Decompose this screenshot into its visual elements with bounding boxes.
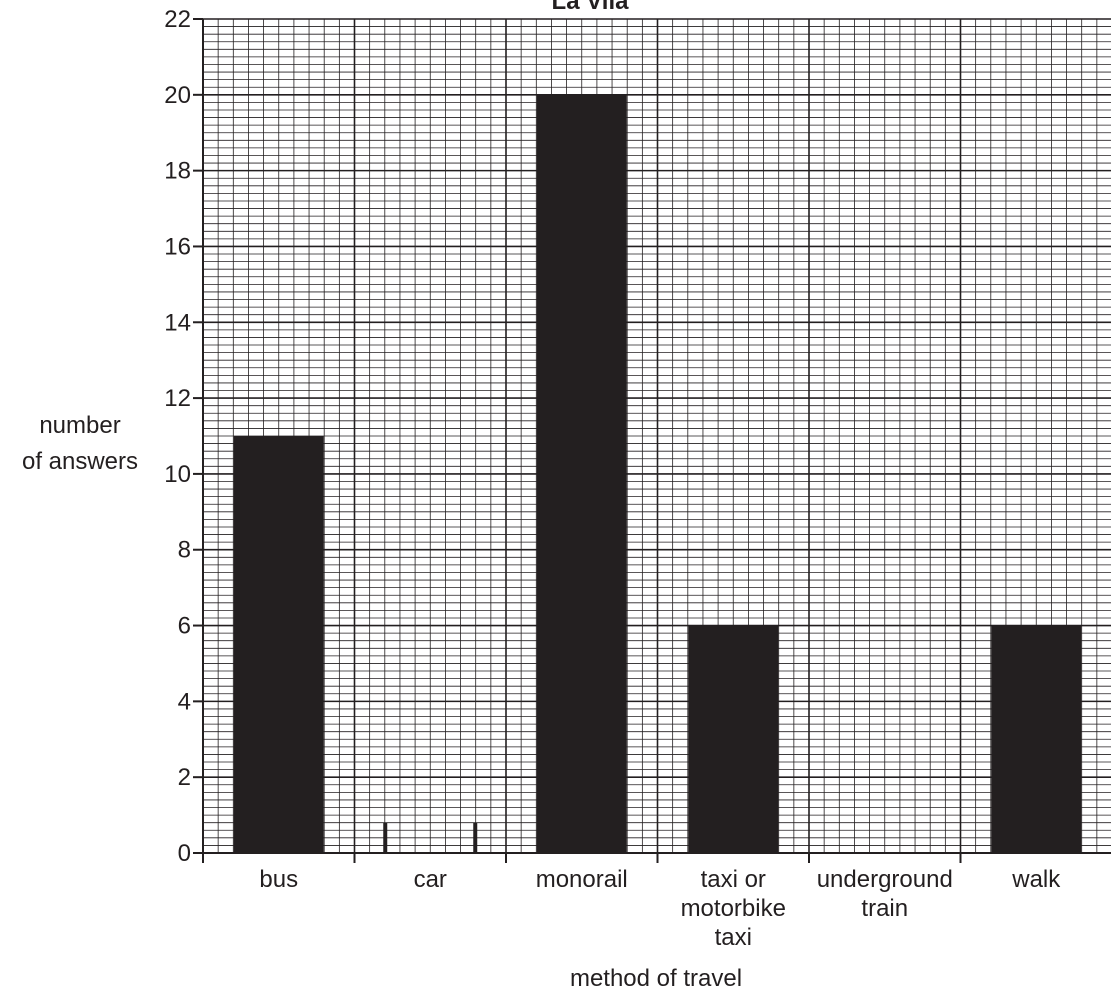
y-tick-labels: 0 2 4 6 8 10 12 14 16 18 20 22 — [164, 6, 191, 867]
y-tick-label: 14 — [164, 309, 191, 336]
y-tick-label: 6 — [178, 613, 191, 640]
y-tick-label: 20 — [164, 82, 191, 109]
x-tick-label: motorbike — [681, 895, 786, 922]
chart-grid — [202, 18, 1111, 854]
x-tick-label: taxi or — [701, 866, 766, 893]
y-tick-label: 4 — [178, 688, 191, 715]
x-tick-label: train — [861, 895, 908, 922]
y-tick-label: 10 — [164, 461, 191, 488]
y-tick-label: 2 — [178, 764, 191, 791]
x-tick-label: walk — [1011, 866, 1061, 893]
x-tick-label: monorail — [536, 866, 628, 893]
x-tick-label: underground — [817, 866, 953, 893]
x-tick-label: car — [414, 866, 447, 893]
y-tick-label: 0 — [178, 840, 191, 867]
bar-car-marker — [473, 822, 478, 853]
y-axis-label-line-1: number — [39, 412, 120, 439]
y-tick-label: 16 — [164, 233, 191, 260]
bar-car-marker — [383, 822, 388, 853]
bar-monorail — [536, 94, 627, 854]
bar-group — [233, 94, 1082, 854]
x-tick-label: taxi — [715, 924, 752, 951]
x-axis-label: method of travel — [570, 965, 742, 992]
y-tick-label: 18 — [164, 158, 191, 185]
y-tick-label: 8 — [178, 537, 191, 564]
bar-walk — [991, 625, 1082, 853]
chart-axes — [193, 18, 1111, 863]
bar-taxi-or-motorbike-taxi — [688, 625, 779, 853]
y-tick-label: 12 — [164, 385, 191, 412]
y-axis-label-line-2: of answers — [22, 448, 138, 475]
y-tick-label: 22 — [164, 6, 191, 33]
x-tick-label: bus — [259, 866, 298, 893]
bar-bus — [233, 436, 324, 853]
chart-title: La Vila — [552, 0, 630, 15]
